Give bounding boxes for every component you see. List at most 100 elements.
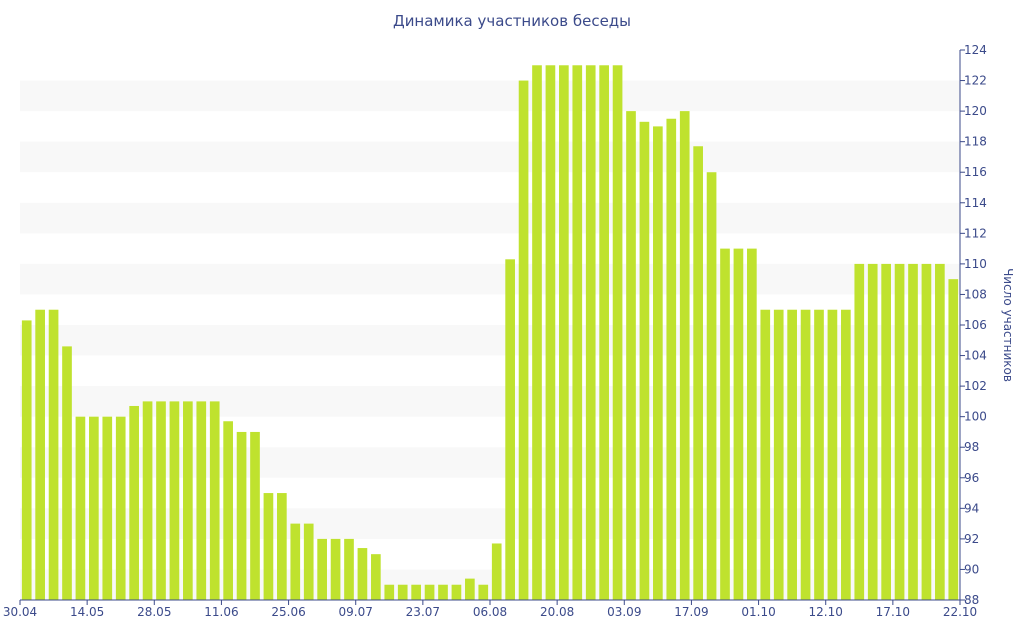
bar-series	[21, 65, 959, 601]
bar	[115, 416, 126, 600]
bar	[948, 279, 959, 600]
y-tick-label: 116	[964, 165, 987, 179]
bar	[277, 493, 287, 600]
bar	[317, 538, 327, 600]
bar	[773, 309, 784, 600]
x-tick-label: 22.10	[943, 605, 977, 619]
bar	[491, 543, 502, 600]
bar	[532, 65, 542, 601]
x-tick-label: 03.09	[607, 605, 641, 619]
x-tick-label: 06.08	[473, 605, 507, 619]
bar	[344, 538, 354, 600]
bar	[693, 146, 703, 600]
bar	[303, 523, 314, 600]
bar	[62, 346, 72, 600]
y-tick-label: 98	[964, 440, 979, 454]
bar	[48, 309, 59, 600]
bar	[371, 554, 381, 600]
x-tick-label: 14.05	[70, 605, 104, 619]
bar	[585, 65, 596, 601]
x-tick-label: 30.04	[3, 605, 37, 619]
bar	[397, 584, 408, 600]
x-tick-label: 28.05	[137, 605, 171, 619]
bar	[183, 401, 193, 600]
bar	[223, 421, 233, 600]
grid-band	[20, 80, 960, 112]
bar	[559, 65, 569, 601]
bar	[679, 111, 690, 600]
y-tick-label: 112	[964, 226, 987, 240]
bar	[263, 493, 274, 600]
y-tick-label: 108	[964, 287, 987, 301]
bar	[196, 401, 207, 600]
x-tick-label: 17.10	[876, 605, 910, 619]
y-tick-label: 94	[964, 501, 979, 515]
bar	[290, 523, 301, 600]
bar	[921, 263, 932, 600]
bar	[760, 309, 771, 600]
y-tick-label: 118	[964, 135, 987, 149]
bar	[894, 263, 905, 600]
bar	[35, 309, 45, 600]
bar	[250, 431, 260, 600]
bar	[129, 405, 139, 600]
x-tick-label: 01.10	[741, 605, 775, 619]
bar	[814, 309, 824, 600]
bar	[236, 431, 247, 600]
bar	[572, 65, 583, 601]
y-tick-label: 114	[964, 196, 987, 210]
bar	[438, 584, 448, 600]
bar	[908, 263, 918, 600]
y-tick-label: 88	[964, 593, 979, 607]
bar	[666, 118, 677, 600]
bar	[706, 172, 717, 600]
bar	[89, 416, 99, 600]
x-tick-label: 25.06	[271, 605, 305, 619]
bar	[102, 416, 113, 600]
y-tick-label: 106	[964, 318, 987, 332]
y-tick-label: 104	[964, 349, 987, 363]
bar	[653, 126, 663, 600]
bar	[867, 263, 878, 600]
bar	[330, 538, 341, 600]
bar	[451, 584, 462, 600]
grid-band	[20, 263, 960, 295]
bar	[545, 65, 556, 601]
bar	[599, 65, 609, 601]
bar	[733, 248, 744, 600]
bar	[612, 65, 623, 601]
bar	[156, 401, 166, 600]
y-tick-label: 120	[964, 104, 987, 118]
bar	[935, 263, 945, 600]
y-tick-label: 92	[964, 532, 979, 546]
grid-band	[20, 202, 960, 234]
x-tick-label: 11.06	[204, 605, 238, 619]
y-tick-label: 110	[964, 257, 987, 271]
bar	[800, 309, 811, 600]
bar	[411, 584, 421, 600]
x-tick-label: 12.10	[809, 605, 843, 619]
bar	[626, 111, 636, 600]
chart-title: Динамика участников беседы	[392, 12, 632, 30]
x-axis: 30.04 14.05 28.05 11.06 25.06 09.07 23.07 06.08…	[3, 599, 977, 619]
bar	[639, 121, 650, 601]
bar	[478, 584, 489, 600]
bar	[424, 584, 435, 600]
bar	[787, 309, 797, 600]
bar	[720, 248, 730, 600]
bar	[21, 320, 32, 600]
y-tick-label: 90	[964, 562, 979, 576]
y-tick-label: 122	[964, 74, 987, 88]
y-tick-label: 124	[964, 43, 987, 57]
y-axis-title: Число участников	[1001, 268, 1015, 382]
y-tick-label: 102	[964, 379, 987, 393]
bar	[841, 309, 851, 600]
x-tick-label: 23.07	[406, 605, 440, 619]
grid-band	[20, 141, 960, 173]
x-tick-label: 09.07	[339, 605, 373, 619]
bar	[169, 401, 180, 600]
bar	[747, 248, 757, 600]
bar	[518, 80, 529, 601]
bar	[881, 263, 891, 600]
